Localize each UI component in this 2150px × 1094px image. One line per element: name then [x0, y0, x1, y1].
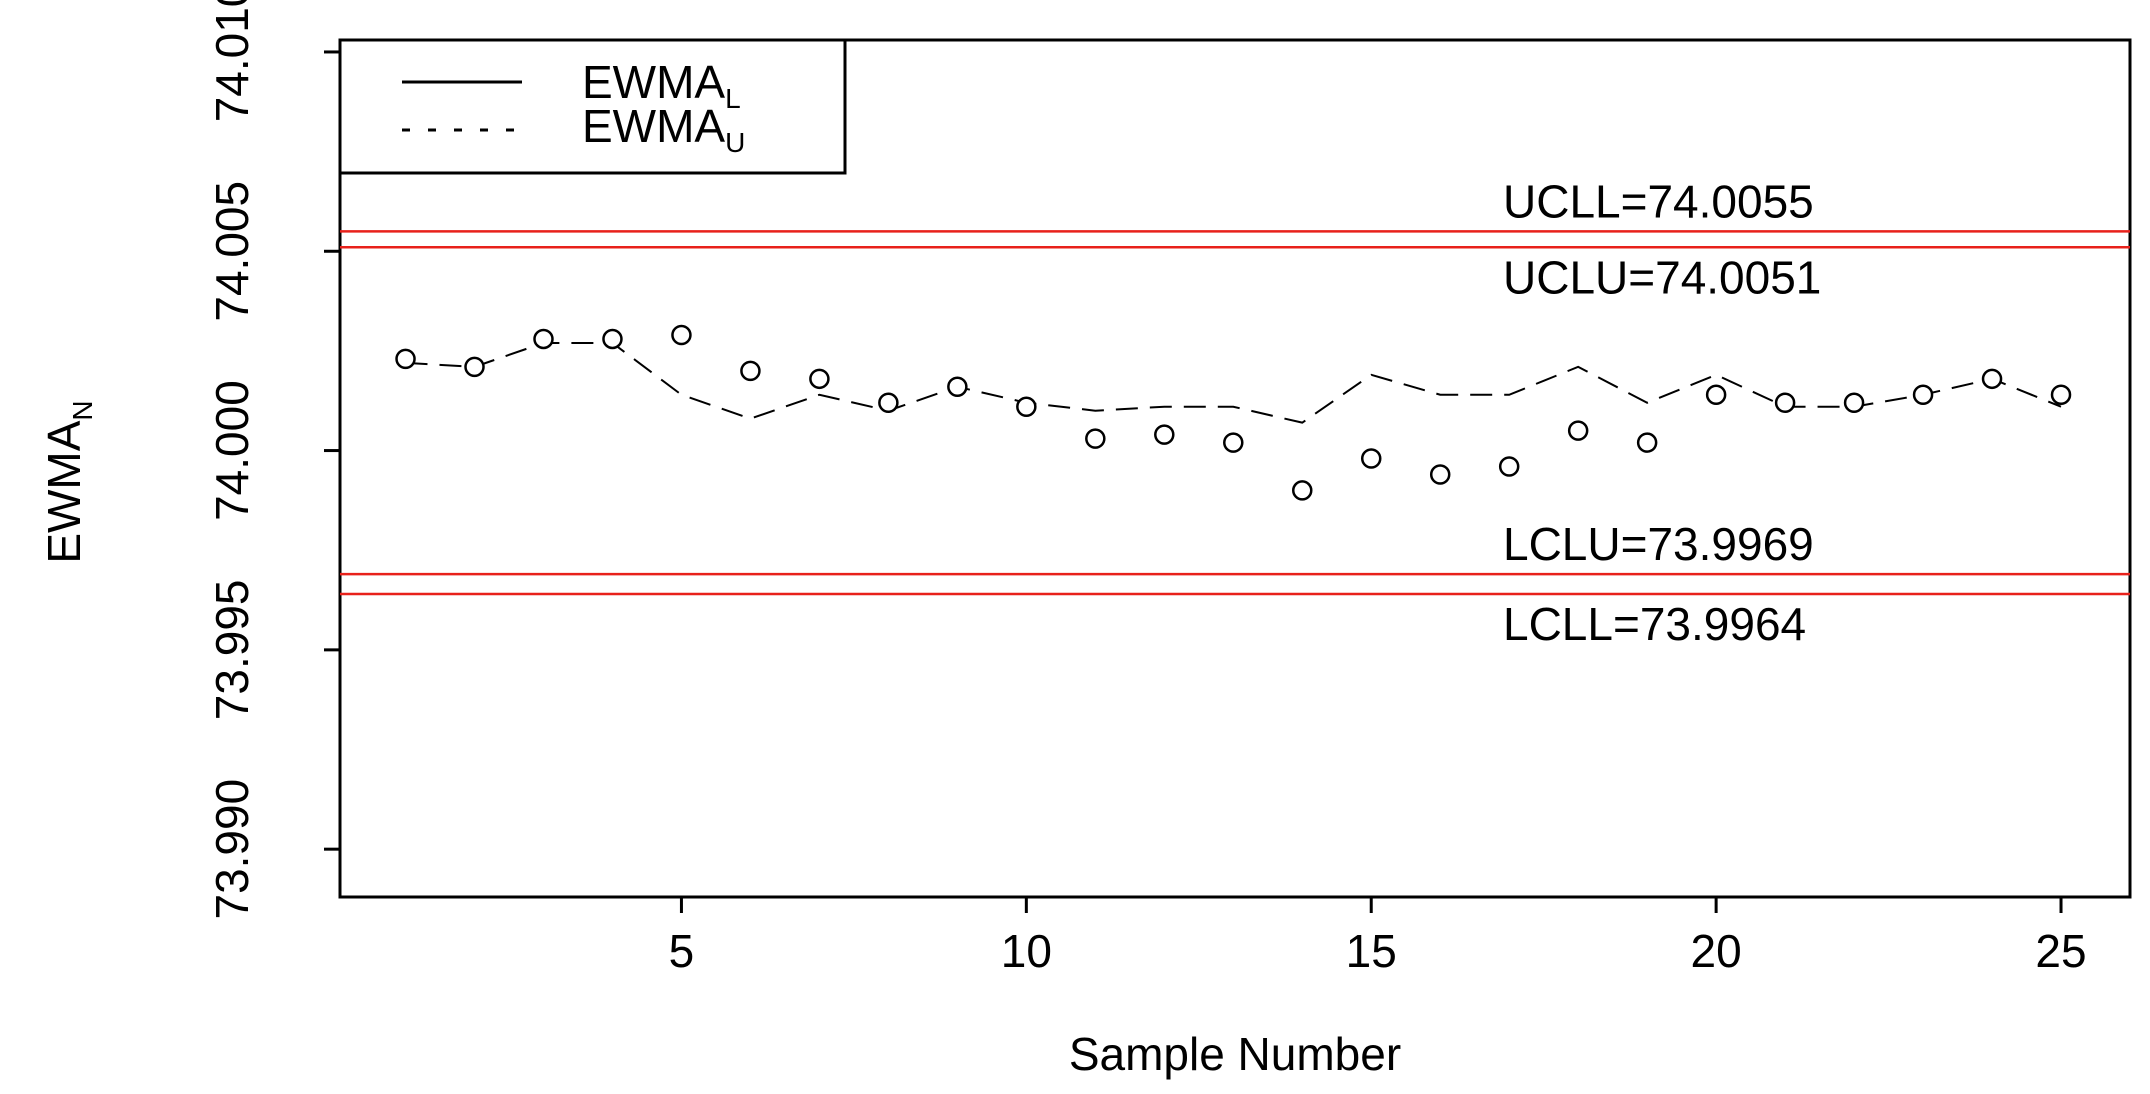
series-point-ewma-u-12 — [1154, 424, 1175, 445]
y-tick-label-2: 74.000 — [206, 380, 258, 521]
series-point-ewma-u-2 — [464, 356, 485, 378]
y-axis-title: EWMAN — [38, 400, 98, 563]
series-line-ewma-l — [405, 341, 2062, 424]
series-point-ewma-u-5 — [671, 324, 692, 346]
series-point-ewma-u-14 — [1292, 480, 1313, 501]
series-point-ewma-u-20 — [1705, 384, 1727, 406]
y-axis: 73.990 73.995 74.000 74.005 74.010 — [206, 0, 340, 920]
y-tick-label-1: 73.995 — [206, 580, 258, 721]
control-limits: UCLL=74.0055 UCLU=74.0051 LCLU=73.9969 LCLL… — [340, 175, 2130, 650]
svg-text:EWMAN: EWMAN — [38, 400, 98, 563]
legend: EWMAL EWMAU — [338, 38, 847, 175]
x-axis: 5 10 15 20 25 — [669, 897, 2087, 977]
series-point-ewma-u-8 — [878, 392, 899, 413]
series-point-ewma-u-19 — [1636, 432, 1658, 453]
legend-label-ewma-l: EWMAL — [582, 56, 741, 114]
y-tick-label-0: 73.990 — [206, 779, 258, 920]
series-point-ewma-u-21 — [1774, 392, 1796, 413]
y-axis-title-main: EWMA — [38, 420, 90, 563]
y-axis-title-sub: N — [67, 400, 98, 420]
y-tick-label-4: 74.010 — [206, 0, 258, 122]
control-limit-label-3: LCLL=73.9964 — [1503, 598, 1806, 650]
series-point-ewma-u-1 — [395, 348, 416, 370]
control-limit-label-1: UCLU=74.0051 — [1503, 251, 1821, 303]
series-point-ewma-u-15 — [1360, 448, 1382, 469]
x-axis-title: Sample Number — [1069, 1028, 1401, 1080]
series-point-ewma-u-6 — [740, 360, 761, 382]
series-point-ewma-u-17 — [1498, 456, 1520, 477]
x-tick-label-20: 20 — [1691, 925, 1742, 977]
series-layer — [395, 324, 2072, 501]
series-point-ewma-u-25 — [2050, 384, 2072, 406]
x-tick-label-5: 5 — [669, 925, 695, 977]
series-point-ewma-u-9 — [947, 376, 968, 398]
series-point-ewma-u-23 — [1912, 384, 1934, 406]
series-point-ewma-u-11 — [1085, 428, 1106, 449]
series-point-ewma-u-16 — [1429, 464, 1451, 485]
y-tick-label-3: 74.005 — [206, 181, 258, 322]
x-tick-label-15: 15 — [1346, 925, 1397, 977]
control-limit-label-0: UCLL=74.0055 — [1503, 175, 1814, 227]
series-point-ewma-u-18 — [1567, 420, 1589, 441]
series-point-ewma-u-7 — [809, 368, 830, 390]
series-point-ewma-u-3 — [533, 328, 554, 350]
series-point-ewma-u-13 — [1223, 432, 1244, 453]
legend-box — [338, 38, 847, 175]
control-limit-label-2: LCLU=73.9969 — [1503, 518, 1814, 570]
series-point-ewma-u-22 — [1843, 392, 1865, 413]
legend-label-ewma-u: EWMAU — [582, 100, 745, 158]
series-point-ewma-u-10 — [1016, 396, 1037, 417]
x-tick-label-25: 25 — [2035, 925, 2086, 977]
series-point-ewma-u-24 — [1981, 368, 2003, 390]
series-point-ewma-u-4 — [602, 328, 623, 350]
plot-area-border — [338, 38, 2132, 899]
x-tick-label-10: 10 — [1001, 925, 1052, 977]
